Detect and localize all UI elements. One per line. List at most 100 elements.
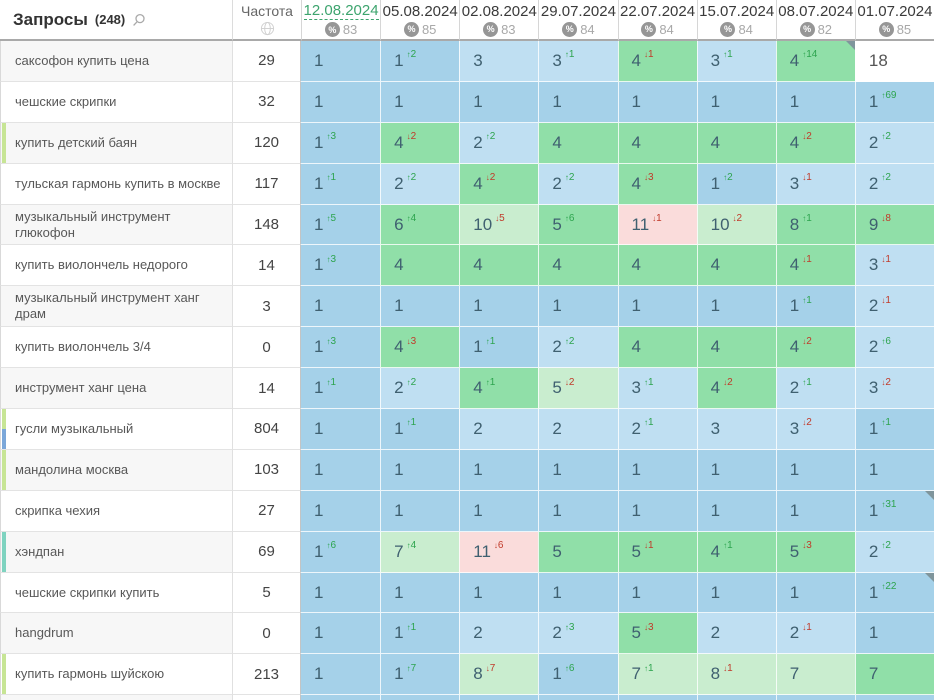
- position-cell[interactable]: 6 ↑4: [380, 204, 460, 246]
- date-header[interactable]: 12.08.2024% 83: [301, 0, 381, 41]
- frequency-header[interactable]: Частота: [232, 0, 301, 41]
- position-cell[interactable]: 1: [775, 81, 855, 123]
- position-cell[interactable]: 1: [775, 572, 855, 614]
- position-cell[interactable]: 7: [775, 654, 855, 696]
- position-cell[interactable]: 7: [854, 654, 934, 696]
- keyword-cell[interactable]: [0, 695, 232, 700]
- position-cell[interactable]: 1: [459, 490, 539, 532]
- position-cell[interactable]: 4 ↓2: [775, 327, 855, 369]
- position-cell[interactable]: 4: [696, 327, 776, 369]
- position-cell[interactable]: 4 ↓2: [459, 163, 539, 205]
- position-cell[interactable]: 1 ↑3: [301, 122, 381, 164]
- position-cell[interactable]: 1: [854, 613, 934, 655]
- position-cell[interactable]: 1 ↑1: [775, 286, 855, 328]
- position-cell[interactable]: 1: [459, 81, 539, 123]
- queries-header[interactable]: Запросы (248): [0, 0, 232, 41]
- position-cell[interactable]: 1: [538, 286, 618, 328]
- position-cell[interactable]: 7 ↑4: [380, 531, 460, 573]
- position-cell[interactable]: 5 ↑6: [538, 204, 618, 246]
- position-cell[interactable]: 4 ↓1: [617, 41, 697, 82]
- position-cell[interactable]: 1: [696, 572, 776, 614]
- position-cell[interactable]: 1: [538, 572, 618, 614]
- position-cell[interactable]: 5 ↓3: [775, 531, 855, 573]
- position-cell[interactable]: 5 ↓2: [538, 368, 618, 410]
- position-cell[interactable]: 1: [696, 81, 776, 123]
- position-cell[interactable]: 1: [617, 286, 697, 328]
- position-cell[interactable]: 2 ↑2: [854, 122, 934, 164]
- position-cell[interactable]: 1 ↑7: [380, 654, 460, 696]
- position-cell[interactable]: 3 ↓1: [854, 245, 934, 287]
- keyword-cell[interactable]: инструмент ханг цена: [0, 368, 232, 410]
- position-cell[interactable]: 1: [301, 613, 381, 655]
- position-cell[interactable]: 4 ↓2: [775, 122, 855, 164]
- position-cell[interactable]: 1: [775, 449, 855, 491]
- position-cell[interactable]: 4: [696, 122, 776, 164]
- position-cell[interactable]: 3: [696, 409, 776, 450]
- position-cell[interactable]: 3 ↓2: [775, 409, 855, 450]
- position-cell[interactable]: 1 ↑31: [854, 490, 934, 532]
- position-cell[interactable]: 1: [380, 286, 460, 328]
- position-cell[interactable]: [696, 695, 776, 700]
- position-cell[interactable]: 1: [538, 449, 618, 491]
- keyword-cell[interactable]: hangdrum: [0, 613, 232, 655]
- position-cell[interactable]: 1: [301, 81, 381, 123]
- position-cell[interactable]: 1: [538, 81, 618, 123]
- position-cell[interactable]: 5: [538, 531, 618, 573]
- date-header[interactable]: 05.08.2024% 85: [380, 0, 460, 41]
- position-cell[interactable]: 10 ↓2: [696, 204, 776, 246]
- position-cell[interactable]: 4 ↑1: [696, 531, 776, 573]
- keyword-cell[interactable]: чешские скрипки: [0, 81, 232, 123]
- position-cell[interactable]: 3 ↑1: [696, 41, 776, 82]
- position-cell[interactable]: 1 ↑1: [380, 613, 460, 655]
- position-cell[interactable]: 4 ↓2: [696, 368, 776, 410]
- keyword-cell[interactable]: гусли музыкальный: [0, 409, 232, 450]
- position-cell[interactable]: 4 ↑14: [775, 41, 855, 82]
- position-cell[interactable]: 9 ↓8: [854, 204, 934, 246]
- position-cell[interactable]: 4: [617, 327, 697, 369]
- position-cell[interactable]: 4 ↓3: [617, 163, 697, 205]
- position-cell[interactable]: 2 ↑6: [854, 327, 934, 369]
- date-header[interactable]: 29.07.2024% 84: [538, 0, 618, 41]
- position-cell[interactable]: 1: [380, 81, 460, 123]
- date-header[interactable]: 15.07.2024% 84: [696, 0, 776, 41]
- position-cell[interactable]: 4: [538, 245, 618, 287]
- position-cell[interactable]: 1 ↑2: [380, 41, 460, 82]
- position-cell[interactable]: 4: [538, 122, 618, 164]
- keyword-cell[interactable]: купить детский баян: [0, 122, 232, 164]
- position-cell[interactable]: 1: [696, 286, 776, 328]
- keyword-cell[interactable]: чешские скрипки купить: [0, 572, 232, 614]
- position-cell[interactable]: 3 ↓2: [854, 368, 934, 410]
- keyword-cell[interactable]: скрипка чехия: [0, 490, 232, 532]
- position-cell[interactable]: 8 ↑1: [775, 204, 855, 246]
- position-cell[interactable]: 4: [696, 245, 776, 287]
- position-cell[interactable]: 2: [459, 613, 539, 655]
- keyword-cell[interactable]: хэндпан: [0, 531, 232, 573]
- position-cell[interactable]: 2 ↓1: [854, 286, 934, 328]
- position-cell[interactable]: 1: [696, 449, 776, 491]
- position-cell[interactable]: 1 ↑1: [459, 327, 539, 369]
- position-cell[interactable]: 4: [380, 245, 460, 287]
- position-cell[interactable]: 1: [301, 654, 381, 696]
- date-header[interactable]: 01.07.2024% 85: [854, 0, 934, 41]
- position-cell[interactable]: 1 ↑6: [538, 654, 618, 696]
- position-cell[interactable]: 1: [617, 490, 697, 532]
- position-cell[interactable]: 1: [696, 490, 776, 532]
- position-cell[interactable]: 2: [696, 613, 776, 655]
- position-cell[interactable]: 1 ↑3: [301, 327, 381, 369]
- keyword-cell[interactable]: саксофон купить цена: [0, 41, 232, 82]
- position-cell[interactable]: 7 ↑1: [617, 654, 697, 696]
- position-cell[interactable]: 2: [538, 409, 618, 450]
- position-cell[interactable]: [301, 695, 381, 700]
- position-cell[interactable]: 8 ↓1: [696, 654, 776, 696]
- position-cell[interactable]: 1 ↑5: [301, 204, 381, 246]
- position-cell[interactable]: [617, 695, 697, 700]
- position-cell[interactable]: 1: [301, 490, 381, 532]
- position-cell[interactable]: 1: [538, 490, 618, 532]
- position-cell[interactable]: 1 ↑1: [301, 163, 381, 205]
- position-cell[interactable]: 4 ↓1: [775, 245, 855, 287]
- position-cell[interactable]: 1 ↑22: [854, 572, 934, 614]
- position-cell[interactable]: [775, 695, 855, 700]
- position-cell[interactable]: 2 ↑2: [380, 368, 460, 410]
- position-cell[interactable]: 1 ↑69: [854, 81, 934, 123]
- search-icon[interactable]: [132, 13, 146, 27]
